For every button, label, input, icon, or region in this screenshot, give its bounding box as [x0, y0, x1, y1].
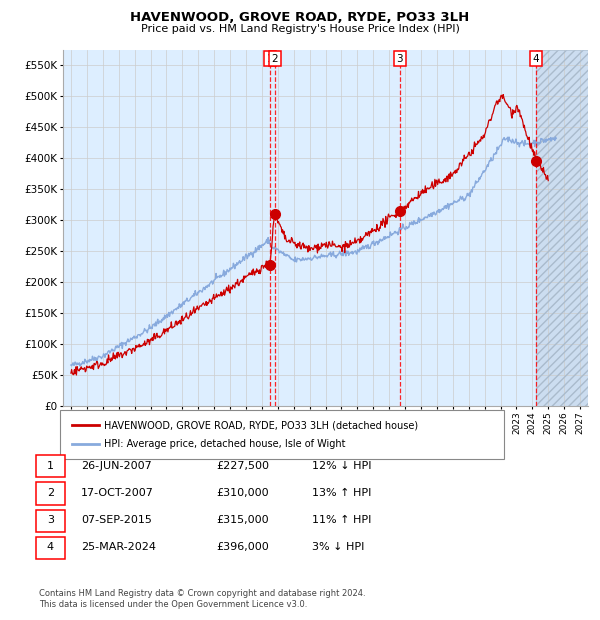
Bar: [536, 50, 588, 406]
Bar: [536, 50, 588, 406]
Text: HPI: Average price, detached house, Isle of Wight: HPI: Average price, detached house, Isle…: [104, 439, 346, 449]
Text: 1: 1: [47, 461, 54, 471]
Text: 2: 2: [47, 488, 54, 498]
Text: 13% ↑ HPI: 13% ↑ HPI: [312, 488, 371, 498]
Text: 3% ↓ HPI: 3% ↓ HPI: [312, 542, 364, 552]
Text: HAVENWOOD, GROVE ROAD, RYDE, PO33 3LH (detached house): HAVENWOOD, GROVE ROAD, RYDE, PO33 3LH (d…: [104, 420, 418, 430]
Text: 12% ↓ HPI: 12% ↓ HPI: [312, 461, 371, 471]
Text: 1: 1: [266, 53, 273, 63]
Text: 07-SEP-2015: 07-SEP-2015: [81, 515, 152, 525]
Text: Contains HM Land Registry data © Crown copyright and database right 2024.
This d: Contains HM Land Registry data © Crown c…: [39, 590, 365, 609]
Text: HAVENWOOD, GROVE ROAD, RYDE, PO33 3LH: HAVENWOOD, GROVE ROAD, RYDE, PO33 3LH: [130, 11, 470, 24]
Text: 11% ↑ HPI: 11% ↑ HPI: [312, 515, 371, 525]
Text: 4: 4: [533, 53, 539, 63]
Text: £396,000: £396,000: [216, 542, 269, 552]
Text: 25-MAR-2024: 25-MAR-2024: [81, 542, 156, 552]
Text: 2: 2: [271, 53, 278, 63]
Text: Price paid vs. HM Land Registry's House Price Index (HPI): Price paid vs. HM Land Registry's House …: [140, 24, 460, 33]
Text: 3: 3: [397, 53, 403, 63]
Text: £310,000: £310,000: [216, 488, 269, 498]
Text: 26-JUN-2007: 26-JUN-2007: [81, 461, 152, 471]
Text: 17-OCT-2007: 17-OCT-2007: [81, 488, 154, 498]
Text: 3: 3: [47, 515, 54, 525]
Text: £315,000: £315,000: [216, 515, 269, 525]
Text: £227,500: £227,500: [216, 461, 269, 471]
Text: 4: 4: [47, 542, 54, 552]
